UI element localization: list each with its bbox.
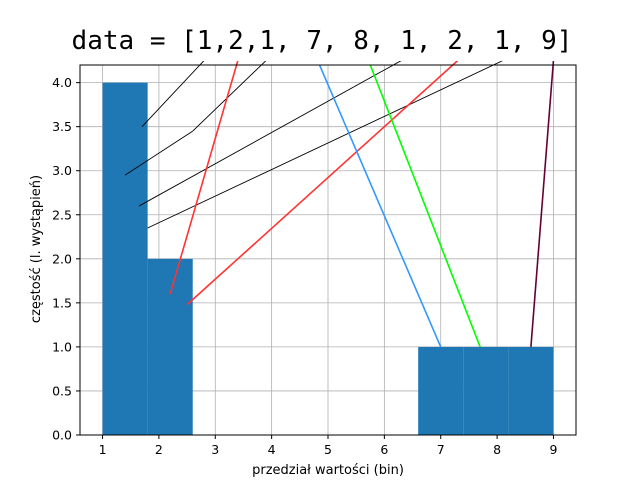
y-tick-label: 4.0 (52, 75, 72, 90)
x-tick-label: 5 (324, 442, 332, 457)
annotation-line (192, 61, 267, 132)
x-tick-label: 7 (437, 442, 445, 457)
y-tick-label: 3.0 (52, 163, 72, 178)
y-tick-label: 1.5 (52, 295, 72, 310)
annotation-line (318, 64, 442, 348)
annotation-line (530, 61, 555, 347)
histogram-bar (508, 346, 554, 435)
x-axis-label: przedział wartości (bin) (252, 463, 404, 478)
annotation-line (147, 61, 503, 229)
y-tick-label: 0.5 (52, 383, 72, 398)
annotation-line (141, 61, 205, 127)
histogram-bar (418, 346, 464, 435)
annotation-line (186, 61, 459, 306)
histogram-bar (463, 346, 509, 435)
x-tick-label: 2 (155, 442, 163, 457)
y-tick-label: 2.0 (52, 251, 72, 266)
annotation-line (169, 61, 239, 295)
annotation-line (124, 130, 193, 176)
x-tick-label: 8 (493, 442, 501, 457)
annotation-lines (124, 61, 555, 348)
x-tick-label: 4 (268, 442, 276, 457)
chart-title: data = [1,2,1, 7, 8, 1, 2, 1, 9] (72, 26, 573, 56)
x-tick-label: 3 (211, 442, 219, 457)
y-tick-label: 2.5 (52, 207, 72, 222)
x-tick-label: 6 (380, 442, 388, 457)
histogram-bar (102, 82, 148, 435)
y-tick-label: 1.0 (52, 339, 72, 354)
y-tick-label: 0.0 (52, 428, 72, 443)
tick-labels: 1 2 3 4 5 6 7 8 9 0.0 0.5 1.0 1.5 2.0 2.5 3.0 3.5 4.0 (52, 75, 557, 457)
y-axis-label: częstość (l. wystąpień) (29, 175, 44, 323)
y-tick-label: 3.5 (52, 119, 72, 134)
histogram-bars (102, 82, 554, 435)
x-tick-label: 1 (99, 442, 107, 457)
histogram-bar (147, 258, 193, 435)
annotation-line (369, 64, 481, 348)
x-tick-label: 9 (549, 442, 557, 457)
annotation-line (138, 61, 402, 207)
axes (76, 64, 577, 439)
